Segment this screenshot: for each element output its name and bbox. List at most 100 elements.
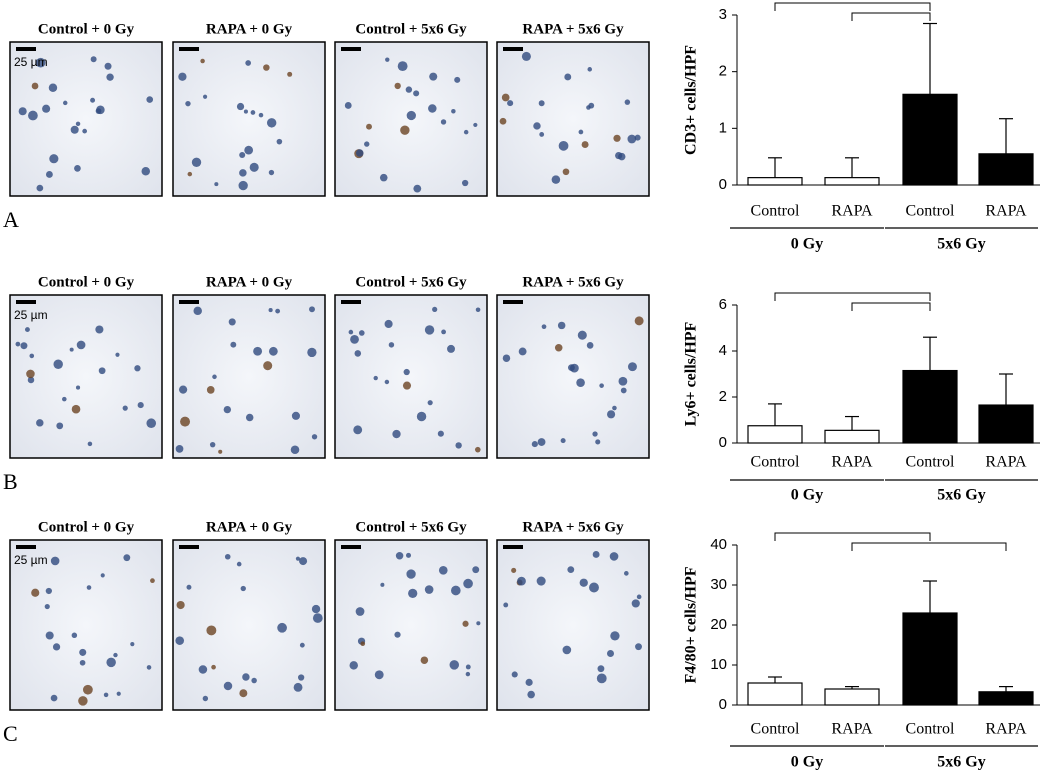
nucleus (576, 378, 585, 388)
nucleus (385, 57, 390, 62)
nucleus (28, 110, 38, 121)
nucleus (634, 134, 641, 141)
nucleus (209, 441, 216, 448)
nucleus (400, 125, 410, 135)
nucleus (291, 411, 300, 420)
image-title: Control + 0 Gy (38, 519, 135, 535)
nucleus (613, 134, 621, 142)
x-tick-label: Control (751, 454, 800, 471)
nucleus (311, 434, 318, 440)
image-title: Control + 5x6 Gy (355, 519, 467, 535)
micrograph (9, 294, 163, 459)
nucleus (531, 441, 538, 448)
nucleus (424, 585, 434, 594)
nucleus (354, 350, 362, 357)
micrograph (496, 539, 650, 711)
nucleus (18, 107, 27, 116)
nucleus (175, 636, 185, 645)
panel-letter: B (3, 469, 18, 494)
group-label: 0 Gy (791, 487, 823, 504)
nucleus (438, 565, 448, 575)
nucleus (589, 582, 599, 593)
nucleus (71, 632, 78, 639)
nucleus (379, 173, 388, 182)
nucleus (116, 691, 121, 696)
bar (824, 177, 880, 186)
nucleus (275, 308, 281, 314)
nucleus (384, 379, 390, 385)
nucleus (176, 600, 185, 610)
significance-bracket (774, 2, 931, 11)
nucleus (245, 413, 254, 422)
bar (824, 429, 880, 444)
nucleus (405, 86, 413, 93)
nucleus (206, 386, 215, 394)
nucleus (82, 128, 88, 134)
y-tick-label: 10 (710, 656, 727, 673)
nucleus (276, 138, 283, 145)
image-title: Control + 0 Gy (38, 274, 135, 290)
nucleus (440, 119, 447, 125)
panel-letter: C (3, 721, 18, 746)
nucleus (610, 631, 620, 641)
image-title: RAPA + 5x6 Gy (522, 21, 624, 37)
nucleus (551, 175, 561, 184)
nucleus (106, 657, 116, 668)
micrograph (9, 539, 163, 711)
nucleus (206, 625, 217, 636)
nucleus (521, 51, 531, 61)
bar (978, 404, 1034, 444)
nucleus (395, 551, 404, 560)
nucleus (36, 184, 44, 192)
nucleus (134, 365, 141, 372)
nucleus (130, 642, 135, 647)
nucleus (185, 100, 191, 107)
nucleus (253, 346, 263, 356)
image-title: RAPA + 5x6 Gy (522, 519, 624, 535)
nucleus (62, 100, 68, 106)
nucleus (263, 64, 270, 71)
nucleus (384, 319, 393, 329)
nucleus (115, 352, 120, 357)
nucleus (307, 347, 317, 358)
scale-label: 25 µm (14, 553, 48, 567)
nucleus (507, 100, 514, 107)
nucleus (564, 73, 572, 81)
nucleus (631, 599, 640, 608)
nucleus (511, 671, 518, 678)
nucleus (450, 585, 461, 596)
nucleus (277, 622, 287, 633)
nucleus (74, 164, 81, 172)
nucleus (620, 387, 627, 394)
nucleus (597, 665, 605, 673)
group-label: 5x6 Gy (937, 754, 985, 771)
nucleus (578, 129, 584, 135)
nucleus (268, 308, 273, 313)
nucleus (503, 602, 509, 608)
nucleus (238, 180, 248, 191)
nucleus (36, 419, 44, 427)
nucleus (45, 631, 54, 640)
group-label: 0 Gy (791, 236, 823, 253)
nucleus (95, 325, 104, 334)
nucleus (454, 76, 461, 83)
nucleus (224, 553, 231, 560)
nucleus (240, 585, 246, 592)
nucleus (193, 306, 202, 316)
bar (902, 369, 958, 444)
nucleus (557, 321, 566, 330)
nucleus (223, 681, 233, 691)
nucleus (527, 690, 535, 699)
nucleus (609, 552, 619, 561)
nucleus (599, 383, 604, 388)
y-axis-label: CD3+ cells/HPF (683, 45, 700, 155)
nucleus (344, 102, 352, 109)
nucleus (31, 588, 40, 597)
significance-bracket (774, 292, 931, 301)
nucleus (78, 696, 88, 706)
nucleus (15, 341, 21, 347)
nucleus (577, 330, 587, 340)
nucleus (537, 438, 546, 446)
nucleus (623, 571, 629, 576)
nucleus (581, 141, 589, 149)
